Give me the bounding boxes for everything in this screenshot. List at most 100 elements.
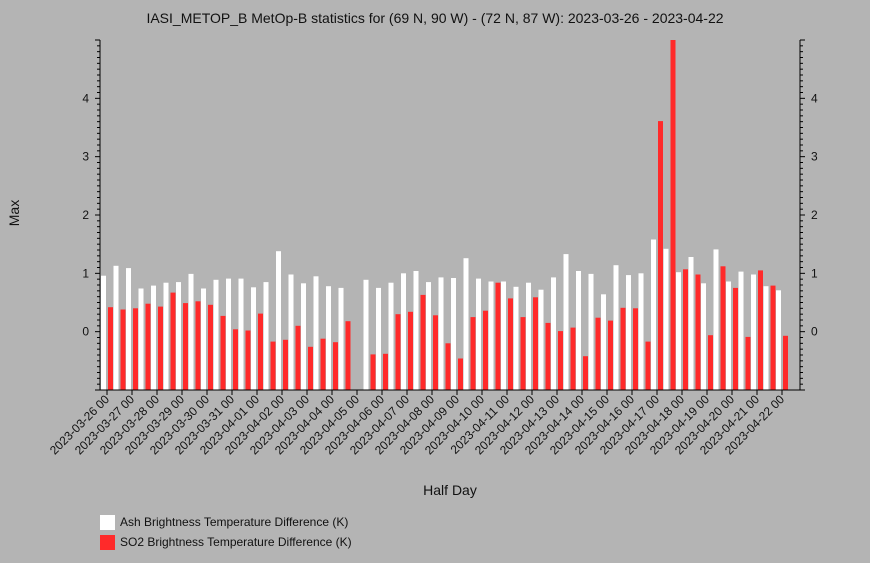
so2-bar bbox=[420, 294, 426, 390]
so2-bar bbox=[708, 335, 713, 390]
ash-bar bbox=[538, 289, 544, 390]
ash-bar bbox=[476, 278, 481, 390]
ash-bar bbox=[713, 249, 719, 390]
ash-bar bbox=[651, 239, 656, 390]
so2-bar bbox=[120, 309, 126, 390]
legend-swatch-so2 bbox=[100, 534, 115, 550]
so2-bar bbox=[383, 353, 388, 390]
ash-bar bbox=[401, 273, 406, 390]
legend-swatch-ash bbox=[100, 514, 115, 530]
ash-bar bbox=[263, 282, 269, 390]
ash-bar bbox=[763, 286, 769, 390]
ash-bar bbox=[226, 278, 231, 390]
ash-bar bbox=[451, 278, 456, 390]
ash-bar bbox=[276, 251, 281, 390]
ash-bar bbox=[613, 265, 619, 390]
legend-item-ash: Ash Brightness Temperature Difference (K… bbox=[100, 512, 352, 532]
so2-bar bbox=[495, 282, 501, 390]
so2-bar bbox=[195, 301, 201, 390]
so2-bar bbox=[183, 303, 188, 390]
legend-label-so2: SO2 Brightness Temperature Difference (K… bbox=[120, 535, 352, 549]
ash-bar bbox=[463, 258, 469, 390]
so2-bar bbox=[408, 311, 413, 390]
ash-bar bbox=[576, 271, 581, 390]
ash-bar bbox=[188, 273, 194, 390]
so2-bar bbox=[745, 336, 751, 390]
so2-bar bbox=[508, 298, 513, 390]
y-tick-label-left: 3 bbox=[82, 150, 89, 164]
ash-bar bbox=[526, 282, 531, 390]
so2-bar bbox=[783, 335, 788, 391]
y-tick-label-right: 3 bbox=[811, 150, 818, 164]
y-tick-label-left: 4 bbox=[82, 91, 89, 105]
so2-bar bbox=[533, 297, 538, 391]
ash-bar bbox=[301, 283, 306, 391]
so2-bar bbox=[395, 314, 401, 390]
ash-bar bbox=[126, 268, 131, 390]
so2-bar bbox=[308, 346, 313, 390]
so2-bar bbox=[770, 285, 776, 390]
legend-label-ash: Ash Brightness Temperature Difference (K… bbox=[120, 515, 349, 529]
ash-bar bbox=[251, 287, 256, 390]
chart-title: IASI_METOP_B MetOp-B statistics for (69 … bbox=[146, 10, 724, 26]
so2-bar bbox=[370, 354, 376, 390]
so2-bar bbox=[470, 317, 476, 390]
ash-bar bbox=[201, 288, 206, 390]
ash-bar bbox=[238, 278, 244, 390]
ash-bar bbox=[363, 279, 369, 391]
so2-bar bbox=[670, 40, 676, 390]
so2-bar bbox=[145, 303, 151, 390]
so2-bar bbox=[720, 266, 726, 390]
so2-bar bbox=[458, 358, 463, 390]
ash-bar bbox=[176, 282, 181, 390]
y-tick-label-right: 0 bbox=[811, 325, 818, 339]
so2-bar bbox=[270, 341, 276, 390]
so2-bar bbox=[520, 317, 526, 390]
ash-bar bbox=[426, 282, 431, 390]
so2-bar bbox=[133, 308, 138, 390]
ash-bar bbox=[376, 287, 381, 390]
so2-bar bbox=[208, 304, 213, 390]
y-tick-label-right: 4 bbox=[811, 91, 818, 105]
legend-item-so2: SO2 Brightness Temperature Difference (K… bbox=[100, 532, 352, 552]
so2-bar bbox=[345, 321, 351, 390]
so2-bar bbox=[233, 329, 238, 390]
y-axis-label: Max bbox=[6, 199, 22, 227]
so2-bar bbox=[433, 315, 438, 390]
ash-bar bbox=[513, 286, 519, 391]
ash-bar bbox=[751, 274, 756, 390]
so2-bar bbox=[595, 317, 601, 390]
so2-bar bbox=[245, 330, 251, 390]
ash-bar bbox=[688, 257, 694, 390]
x-axis-label: Half Day bbox=[423, 482, 477, 498]
ash-bar bbox=[676, 272, 681, 390]
so2-bar bbox=[658, 121, 663, 390]
so2-bar bbox=[695, 274, 701, 390]
so2-bar bbox=[445, 343, 451, 390]
ash-bar bbox=[588, 273, 594, 390]
y-tick-label-right: 1 bbox=[811, 266, 818, 280]
y-tick-label-left: 1 bbox=[82, 266, 89, 280]
so2-bar bbox=[545, 322, 551, 390]
ash-bar bbox=[288, 274, 294, 390]
ash-bar bbox=[313, 276, 319, 391]
so2-bar bbox=[320, 338, 326, 390]
so2-bar bbox=[483, 310, 488, 390]
so2-bar bbox=[333, 342, 338, 390]
legend: Ash Brightness Temperature Difference (K… bbox=[100, 512, 352, 552]
so2-bar bbox=[283, 339, 288, 390]
ash-bar bbox=[488, 281, 494, 390]
so2-bar bbox=[758, 270, 763, 390]
so2-bar bbox=[558, 331, 563, 390]
so2-bar bbox=[620, 307, 626, 391]
ash-bar bbox=[151, 285, 156, 390]
so2-bar bbox=[108, 307, 113, 390]
ash-bar bbox=[563, 254, 569, 390]
so2-bar bbox=[683, 269, 688, 391]
so2-bar bbox=[295, 325, 301, 390]
so2-bar bbox=[608, 320, 613, 390]
so2-bar bbox=[645, 341, 651, 390]
so2-bar bbox=[220, 315, 226, 390]
ash-bar bbox=[726, 281, 731, 390]
